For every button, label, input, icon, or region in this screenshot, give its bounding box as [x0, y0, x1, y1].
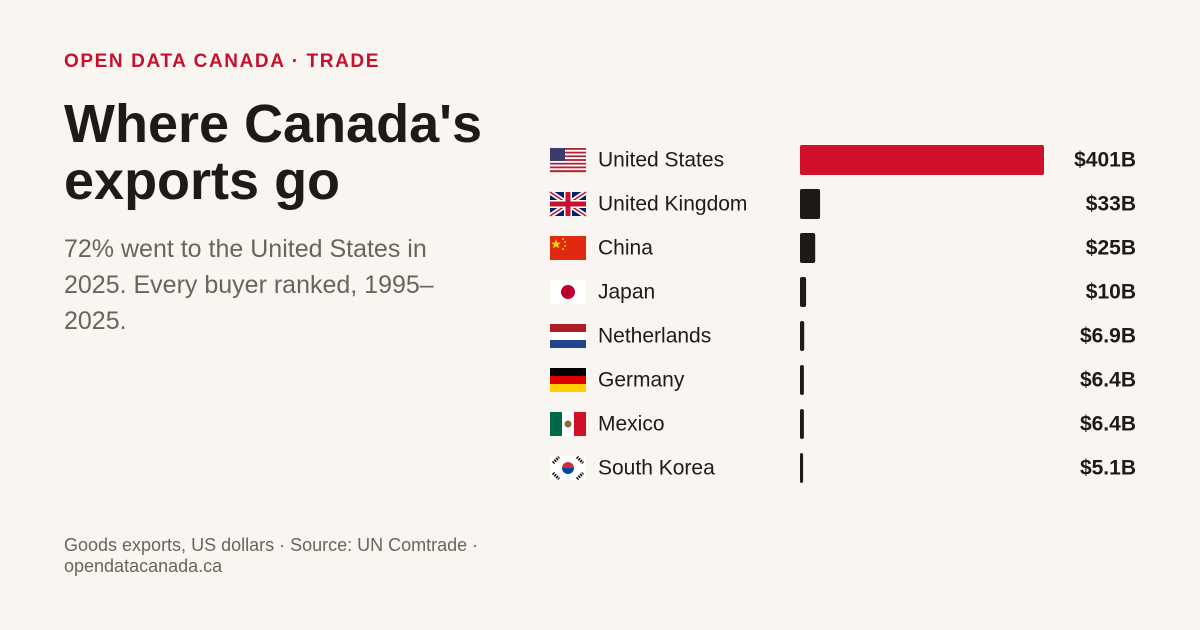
category-label: Germany	[598, 369, 685, 392]
bar	[800, 409, 804, 439]
flag-part	[550, 412, 562, 436]
flag	[550, 455, 586, 481]
category-label: Japan	[598, 281, 655, 304]
category-label: Netherlands	[598, 325, 711, 348]
flag-part	[550, 170, 586, 173]
flag-part	[564, 241, 566, 243]
flag-part	[575, 455, 585, 465]
flag-part	[562, 248, 564, 250]
flag-part	[550, 151, 586, 154]
flag	[550, 368, 586, 392]
bar	[800, 277, 807, 307]
flag-part	[550, 159, 586, 162]
category-label: China	[598, 237, 653, 260]
bar	[800, 145, 1044, 175]
flag-part	[550, 160, 586, 163]
flag-part	[550, 148, 565, 161]
bar	[800, 189, 821, 219]
flag-part	[550, 376, 586, 384]
flag-part	[564, 420, 572, 428]
bar	[800, 365, 804, 395]
flag-part	[550, 153, 586, 156]
flag-part	[575, 471, 585, 481]
flag-part	[562, 462, 574, 468]
flag-part	[550, 166, 586, 169]
flag-part	[550, 148, 586, 151]
flag-part	[551, 239, 561, 249]
flag-part	[562, 468, 574, 474]
flag	[550, 280, 586, 304]
value-label: $33B	[1086, 193, 1136, 216]
flag-part	[550, 384, 586, 392]
title: Where Canada's exports go	[64, 94, 482, 211]
value-label: $5.1B	[1080, 457, 1136, 480]
flag-part	[561, 285, 575, 299]
flag-part	[550, 149, 586, 152]
flag-part	[550, 340, 586, 348]
category-label: United Kingdom	[598, 193, 747, 216]
kicker: OPEN DATA CANADA · TRADE	[64, 51, 380, 72]
flag	[550, 236, 586, 260]
value-label: $25B	[1086, 237, 1136, 260]
flag-part	[550, 155, 586, 158]
flag	[548, 189, 588, 219]
flag	[550, 148, 586, 173]
flag-part	[574, 412, 586, 436]
value-label: $6.4B	[1080, 369, 1136, 392]
flag	[550, 412, 586, 436]
flag-part	[562, 238, 564, 240]
value-label: $401B	[1074, 149, 1136, 172]
category-label: Mexico	[598, 413, 665, 436]
bar	[800, 453, 804, 483]
flag-part	[550, 162, 586, 165]
flag-part	[550, 324, 586, 332]
flag-part	[550, 168, 586, 171]
flag-part	[550, 164, 586, 167]
flag-part	[551, 455, 561, 465]
flag-part	[550, 157, 586, 160]
flag-part	[550, 332, 586, 340]
footer-note: Goods exports, US dollars · Source: UN C…	[64, 535, 479, 576]
flag-part	[550, 236, 586, 260]
flag-part	[551, 471, 561, 481]
flag-part	[550, 368, 586, 376]
value-label: $6.4B	[1080, 413, 1136, 436]
category-label: South Korea	[598, 457, 715, 480]
value-label: $10B	[1086, 281, 1136, 304]
subtitle: 72% went to the United States in 2025. E…	[64, 235, 434, 335]
flag-part	[565, 192, 571, 216]
flag	[550, 324, 586, 348]
value-label: $6.9B	[1080, 325, 1136, 348]
bar	[800, 233, 816, 263]
bar	[800, 321, 805, 351]
category-label: United States	[598, 149, 724, 172]
flag-part	[564, 245, 566, 247]
